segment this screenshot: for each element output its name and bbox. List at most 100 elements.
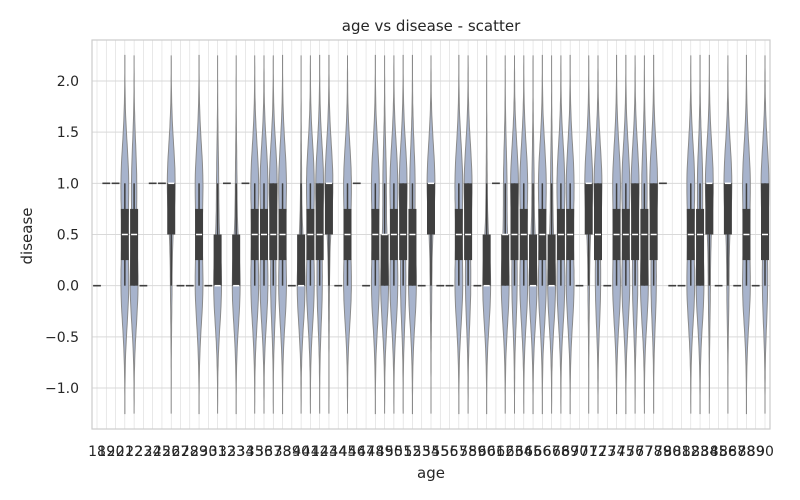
violin-51 — [398, 54, 408, 414]
x-tick-label: 32 — [218, 444, 236, 460]
x-tick-label: 55 — [431, 444, 449, 460]
x-tick-label: 83 — [691, 444, 709, 460]
x-tick-label: 50 — [385, 444, 403, 460]
x-tick-label: 79 — [654, 444, 672, 460]
violin-54 — [426, 55, 436, 414]
violin-41 — [306, 55, 315, 414]
plot-frame — [91, 39, 771, 430]
violin-77 — [640, 55, 649, 414]
x-tick-label: 24 — [144, 444, 162, 460]
x-tick-label: 20 — [107, 444, 125, 460]
violin-26 — [166, 55, 176, 414]
x-tick-label: 51 — [394, 444, 412, 460]
x-tick-label: 36 — [255, 444, 273, 460]
x-tick-label: 64 — [515, 444, 533, 460]
x-tick-label: 69 — [561, 444, 579, 460]
x-tick-label: 71 — [580, 444, 598, 460]
violin-box — [510, 183, 519, 261]
x-tick-label: 37 — [264, 444, 282, 460]
x-tick-label: 38 — [274, 444, 292, 460]
violin-90 — [760, 55, 770, 414]
x-tick-label: 54 — [422, 444, 440, 460]
x-tick-label: 53 — [413, 444, 431, 460]
y-tick-label: 0.0 — [57, 279, 79, 295]
y-tick-label: 2.0 — [57, 74, 79, 90]
violin-box — [167, 183, 176, 235]
violin-box — [232, 234, 241, 286]
violin-86 — [723, 55, 733, 414]
violin-60 — [482, 55, 492, 415]
violin-75 — [621, 54, 631, 415]
x-tick-label: 19 — [97, 444, 115, 460]
violin-78 — [649, 54, 659, 414]
violin-42 — [315, 54, 325, 414]
y-tick-label: 1.5 — [57, 125, 79, 141]
x-tick-label: 48 — [366, 444, 384, 460]
violin-box — [399, 183, 408, 261]
violin-box — [547, 234, 556, 286]
violin-35 — [250, 55, 260, 414]
y-tick-label: 1.0 — [57, 176, 79, 192]
x-tick-label: 84 — [700, 444, 718, 460]
x-tick-label: 18 — [88, 444, 106, 460]
x-tick-label: 35 — [246, 444, 264, 460]
x-tick-label: 43 — [320, 444, 338, 460]
violin-48 — [370, 54, 380, 415]
violin-83 — [695, 54, 705, 415]
x-tick-label: 77 — [635, 444, 653, 460]
violins — [93, 54, 770, 415]
y-tick-label: −1.0 — [45, 381, 79, 397]
x-tick-label: 49 — [376, 444, 394, 460]
violin-38 — [278, 54, 288, 415]
violin-box — [640, 208, 649, 286]
x-tick-label: 59 — [468, 444, 486, 460]
x-tick-label: 76 — [626, 444, 644, 460]
x-tick-label: 89 — [747, 444, 765, 460]
x-tick-label: 41 — [301, 444, 319, 460]
violin-84 — [704, 54, 714, 414]
x-axis-label: age — [417, 464, 445, 482]
x-tick-label: 75 — [617, 444, 635, 460]
violin-box — [594, 183, 602, 261]
y-axis-label: disease — [18, 208, 36, 265]
violin-57 — [454, 54, 464, 415]
violin-67 — [547, 55, 556, 414]
violin-52 — [407, 54, 417, 415]
violin-box — [501, 234, 510, 286]
violin-58 — [463, 55, 473, 414]
violin-40 — [296, 55, 306, 414]
x-ticks: 1819202122232425262728293031323334353637… — [88, 444, 774, 460]
y-tick-label: −0.5 — [45, 330, 79, 346]
chart-title: age vs disease - scatter — [342, 17, 521, 35]
x-tick-label: 63 — [506, 444, 524, 460]
violin-65 — [528, 55, 538, 415]
x-tick-label: 85 — [710, 444, 728, 460]
violin-45 — [343, 55, 352, 414]
violin-88 — [741, 54, 751, 415]
x-tick-label: 88 — [738, 444, 756, 460]
violin-72 — [593, 55, 603, 414]
x-tick-label: 26 — [162, 444, 180, 460]
x-tick-label: 57 — [450, 444, 468, 460]
x-tick-label: 67 — [543, 444, 561, 460]
violin-33 — [231, 55, 241, 415]
violin-63 — [510, 55, 519, 414]
violin-box — [130, 208, 139, 286]
violin-box — [482, 234, 491, 286]
violin-box — [631, 183, 640, 261]
violin-29 — [194, 54, 204, 415]
x-tick-label: 90 — [756, 444, 774, 460]
x-tick-label: 87 — [728, 444, 746, 460]
x-tick-label: 22 — [125, 444, 143, 460]
x-tick-label: 21 — [116, 444, 134, 460]
x-tick-label: 27 — [172, 444, 190, 460]
x-tick-label: 28 — [181, 444, 199, 460]
violin-box — [464, 183, 473, 261]
x-tick-label: 73 — [598, 444, 616, 460]
x-tick-label: 47 — [357, 444, 375, 460]
x-tick-label: 23 — [134, 444, 152, 460]
violin-box — [297, 234, 306, 286]
violin-71 — [584, 55, 594, 414]
x-tick-label: 42 — [311, 444, 329, 460]
